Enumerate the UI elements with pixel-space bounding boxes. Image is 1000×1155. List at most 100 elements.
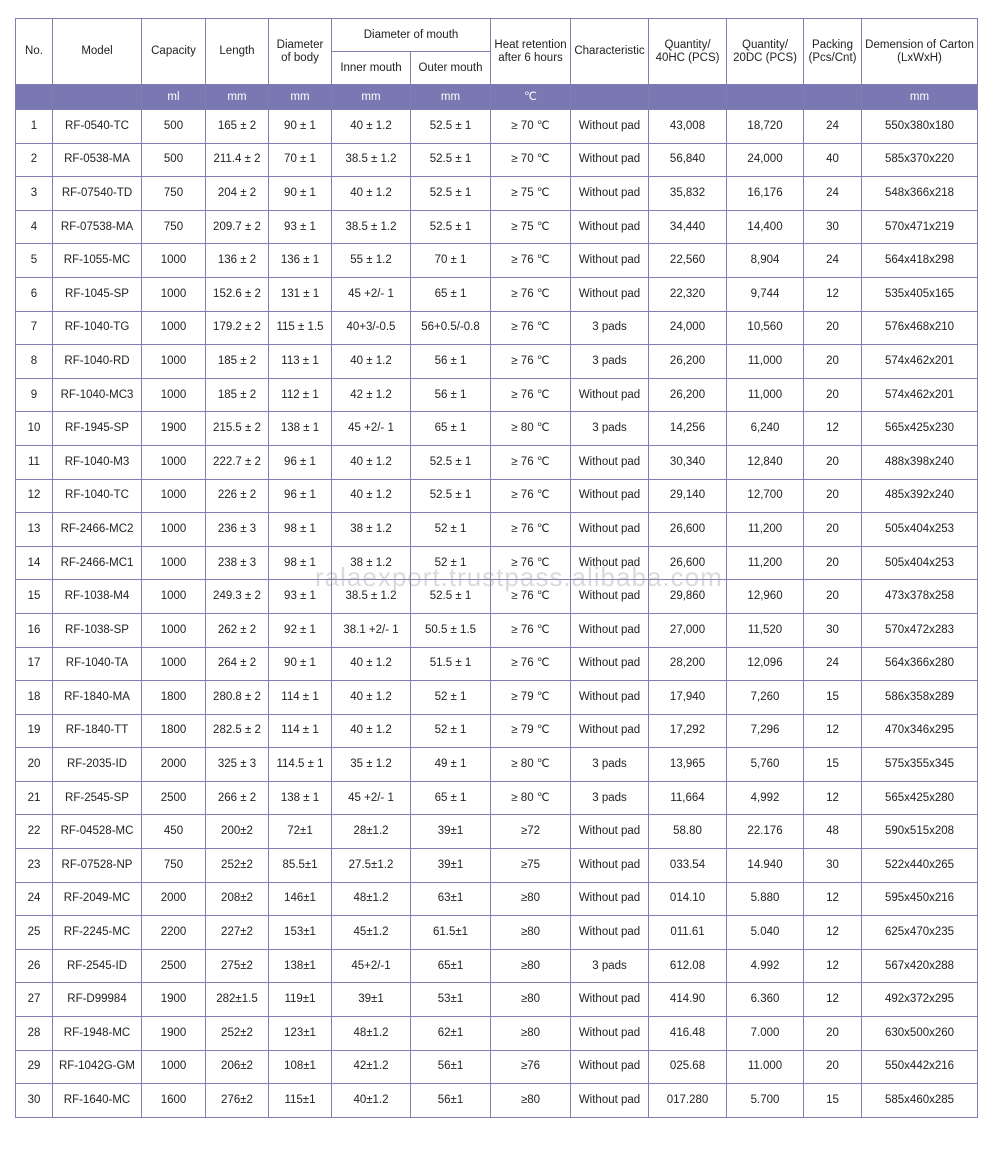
table-cell: 7.000 xyxy=(726,1016,805,1051)
unit-cell xyxy=(15,84,53,110)
table-cell: 30 xyxy=(803,612,863,648)
table-cell: 574x462x201 xyxy=(861,377,979,413)
table-cell: 26,600 xyxy=(648,545,728,581)
table-cell: 15 xyxy=(803,747,863,782)
table-cell: 38.5 ± 1.2 xyxy=(331,209,411,245)
table-cell: 43,008 xyxy=(648,109,728,144)
table-cell: RF-2545-SP xyxy=(52,780,142,816)
table-cell: 11,000 xyxy=(726,377,805,413)
table-cell: 138 ± 1 xyxy=(268,780,332,816)
table-cell: ≥ 76 ℃ xyxy=(490,276,572,312)
header-model: Model xyxy=(52,18,142,85)
table-cell: 30 xyxy=(803,848,863,883)
table-cell: 262 ± 2 xyxy=(205,612,269,648)
table-cell: 033.54 xyxy=(648,848,728,883)
table-cell: 90 ± 1 xyxy=(268,109,332,144)
table-cell: 40 ± 1.2 xyxy=(331,176,411,211)
table-cell: 6.360 xyxy=(726,982,805,1018)
table-row: 26 RF-2545-ID 2500 275±2 138±1 45+2/-1 65±1 ≥80… xyxy=(15,948,979,984)
table-cell: 28,200 xyxy=(648,646,728,682)
table-cell: 18,720 xyxy=(726,109,805,144)
table-cell: 750 xyxy=(141,209,206,245)
table-row: 17 RF-1040-TA 1000 264 ± 2 90 ± 1 40 ± 1.2 51.… xyxy=(15,646,979,682)
table-cell: ≥80 xyxy=(490,915,572,950)
table-cell: Without pad xyxy=(570,444,650,480)
table-cell: 40 ± 1.2 xyxy=(331,713,411,749)
table-cell: 115±1 xyxy=(268,1083,332,1118)
table-cell: Without pad xyxy=(570,915,650,950)
table-cell: 26,600 xyxy=(648,512,728,547)
table-cell: 1000 xyxy=(141,478,206,514)
table-cell: 1000 xyxy=(141,646,206,682)
table-cell: 630x500x260 xyxy=(861,1016,979,1051)
table-cell: 5.880 xyxy=(726,881,805,917)
table-cell: ≥ 80 ℃ xyxy=(490,411,572,446)
table-cell: 40±1.2 xyxy=(331,1083,411,1118)
table-cell: 1000 xyxy=(141,377,206,413)
table-cell: 12,700 xyxy=(726,478,805,514)
unit-cell xyxy=(570,84,650,110)
table-row: 16 RF-1038-SP 1000 262 ± 2 92 ± 1 38.1 +2/- 1… xyxy=(15,612,979,648)
table-row: 30 RF-1640-MC 1600 276±2 115±1 40±1.2 56±1 ≥80 W… xyxy=(15,1083,979,1118)
table-cell: 40 ± 1.2 xyxy=(331,444,411,480)
table-cell: RF-07540-TD xyxy=(52,176,142,211)
table-row: 6 RF-1045-SP 1000 152.6 ± 2 131 ± 1 45 +2/- 1… xyxy=(15,276,979,312)
table-cell: 26 xyxy=(15,948,53,984)
table-cell: 282±1.5 xyxy=(205,982,269,1018)
table-cell: 5 xyxy=(15,243,53,278)
table-cell: RF-0538-MA xyxy=(52,142,142,178)
table-cell: 12 xyxy=(803,915,863,950)
table-cell: Without pad xyxy=(570,1083,650,1118)
table-cell: 42±1.2 xyxy=(331,1049,411,1085)
table-cell: ≥ 76 ℃ xyxy=(490,377,572,413)
table-cell: 4.992 xyxy=(726,948,805,984)
table-cell: 1000 xyxy=(141,310,206,346)
table-cell: 56 ± 1 xyxy=(409,344,492,379)
table-row: 3 RF-07540-TD 750 204 ± 2 90 ± 1 40 ± 1.2 52.5… xyxy=(15,176,979,211)
table-cell: 56+0.5/-0.8 xyxy=(409,310,492,346)
table-cell: 1900 xyxy=(141,1016,206,1051)
table-cell: 548x366x218 xyxy=(861,176,979,211)
table-cell: 24 xyxy=(803,109,863,144)
table-cell: 238 ± 3 xyxy=(205,545,269,581)
table-cell: 252±2 xyxy=(205,1016,269,1051)
table-cell: 3 pads xyxy=(570,948,650,984)
header-outer-mouth: Outer mouth xyxy=(409,51,492,85)
table-cell: Without pad xyxy=(570,1016,650,1051)
table-cell: 17,940 xyxy=(648,680,728,715)
table-cell: 136 ± 2 xyxy=(205,243,269,278)
table-cell: 4,992 xyxy=(726,780,805,816)
table-cell: 16 xyxy=(15,612,53,648)
table-cell: 595x450x216 xyxy=(861,881,979,917)
table-cell: 185 ± 2 xyxy=(205,344,269,379)
header-body-diameter: Diameter of body xyxy=(268,18,332,85)
table-cell: 20 xyxy=(803,1016,863,1051)
table-cell: Without pad xyxy=(570,612,650,648)
table-cell: 45 +2/- 1 xyxy=(331,780,411,816)
table-cell: 52 ± 1 xyxy=(409,545,492,581)
table-cell: 249.3 ± 2 xyxy=(205,579,269,614)
table-cell: 276±2 xyxy=(205,1083,269,1118)
table-cell: 011.61 xyxy=(648,915,728,950)
table-cell: ≥ 76 ℃ xyxy=(490,243,572,278)
table-cell: Without pad xyxy=(570,276,650,312)
table-cell: RF-1042G-GM xyxy=(52,1049,142,1085)
table-cell: 30 xyxy=(803,209,863,245)
table-cell: 535x405x165 xyxy=(861,276,979,312)
table-cell: 20 xyxy=(803,545,863,581)
table-cell: 017.280 xyxy=(648,1083,728,1118)
table-cell: RF-1948-MC xyxy=(52,1016,142,1051)
table-cell: 40 ± 1.2 xyxy=(331,478,411,514)
table-cell: RF-1640-MC xyxy=(52,1083,142,1118)
table-cell: 2200 xyxy=(141,915,206,950)
table-cell: 34,440 xyxy=(648,209,728,245)
table-cell: 236 ± 3 xyxy=(205,512,269,547)
table-cell: 85.5±1 xyxy=(268,848,332,883)
table-cell: ≥80 xyxy=(490,881,572,917)
table-cell: 165 ± 2 xyxy=(205,109,269,144)
table-cell: 153±1 xyxy=(268,915,332,950)
table-cell: 11.000 xyxy=(726,1049,805,1085)
table-row: 27 RF-D99984 1900 282±1.5 119±1 39±1 53±1 ≥80 Wi… xyxy=(15,982,979,1018)
table-row: 5 RF-1055-MC 1000 136 ± 2 136 ± 1 55 ± 1.2 70 … xyxy=(15,243,979,278)
table-cell: 22 xyxy=(15,814,53,850)
